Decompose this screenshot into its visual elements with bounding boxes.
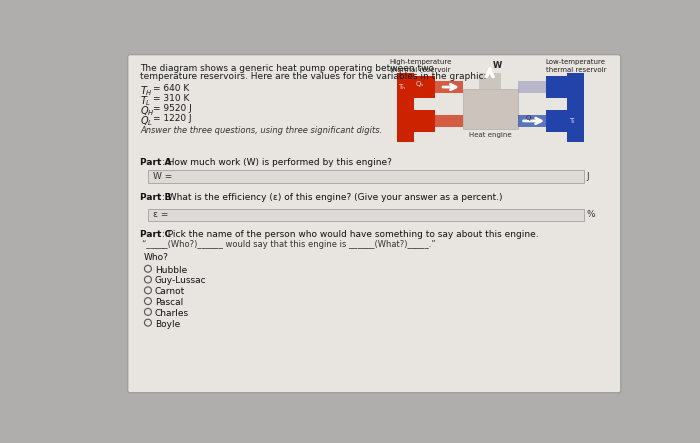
Bar [435,81,463,93]
Text: $Q_L$: $Q_L$ [140,114,153,128]
Text: Tₕ: Tₕ [398,84,405,90]
Text: Carnot: Carnot [155,287,186,296]
Text: $Q_H$: $Q_H$ [140,104,155,118]
Text: High-temperature
thermal reservoir: High-temperature thermal reservoir [390,59,452,73]
Bar [148,209,584,221]
Text: Answer the three questions, using three significant digits.: Answer the three questions, using three … [140,125,382,135]
Text: = 9520 J: = 9520 J [153,104,191,113]
Text: Low-temperature
thermal reservoir: Low-temperature thermal reservoir [545,59,606,73]
Text: Tₗ: Tₗ [570,118,575,124]
Text: Part C: Part C [140,230,172,239]
Text: = 310 K: = 310 K [153,94,189,103]
Bar [148,170,584,183]
Bar [435,115,463,127]
Text: = 1220 J: = 1220 J [153,114,191,123]
Text: $T_L$: $T_L$ [140,94,151,108]
Text: The diagram shows a generic heat pump operating between two: The diagram shows a generic heat pump op… [140,64,434,73]
Text: Boyle: Boyle [155,319,180,329]
Text: Who?: Who? [144,253,168,262]
Text: J: J [587,172,589,181]
Text: temperature reservoirs. Here are the values for the variables in the graphic:: temperature reservoirs. Here are the val… [140,72,486,81]
Text: “_____(Who?)______ would say that this engine is ______(What?)_____.”: “_____(Who?)______ would say that this e… [141,240,435,249]
Text: ε =: ε = [153,210,168,219]
Bar [545,110,567,132]
Bar [517,81,545,93]
Text: Pascal: Pascal [155,298,183,307]
Text: = 640 K: = 640 K [153,84,189,93]
Text: Guy-Lussac: Guy-Lussac [155,276,206,285]
Text: W: W [493,61,502,70]
Bar [397,73,414,143]
Bar [414,76,435,98]
Bar [567,73,584,143]
Bar [414,110,435,132]
Text: %: % [587,210,595,219]
Text: Qₕ: Qₕ [415,81,424,87]
Text: Charles: Charles [155,309,189,318]
Bar [545,76,567,98]
FancyBboxPatch shape [128,54,621,393]
Text: Hubble: Hubble [155,266,187,275]
Text: $T_H$: $T_H$ [140,84,153,98]
Bar [517,115,545,127]
Text: : How much work (W) is performed by this engine?: : How much work (W) is performed by this… [162,158,392,167]
Bar [479,73,500,89]
Text: Part B: Part B [140,193,172,202]
Text: : Pick the name of the person who would have something to say about this engine.: : Pick the name of the person who would … [162,230,538,239]
Text: : What is the efficiency (ε) of this engine? (Give your answer as a percent.): : What is the efficiency (ε) of this eng… [162,193,503,202]
Text: W =: W = [153,172,172,181]
Bar [463,89,517,128]
Text: Heat engine: Heat engine [469,132,512,138]
Text: Part A: Part A [140,158,172,167]
Text: Qₗ: Qₗ [526,115,532,121]
